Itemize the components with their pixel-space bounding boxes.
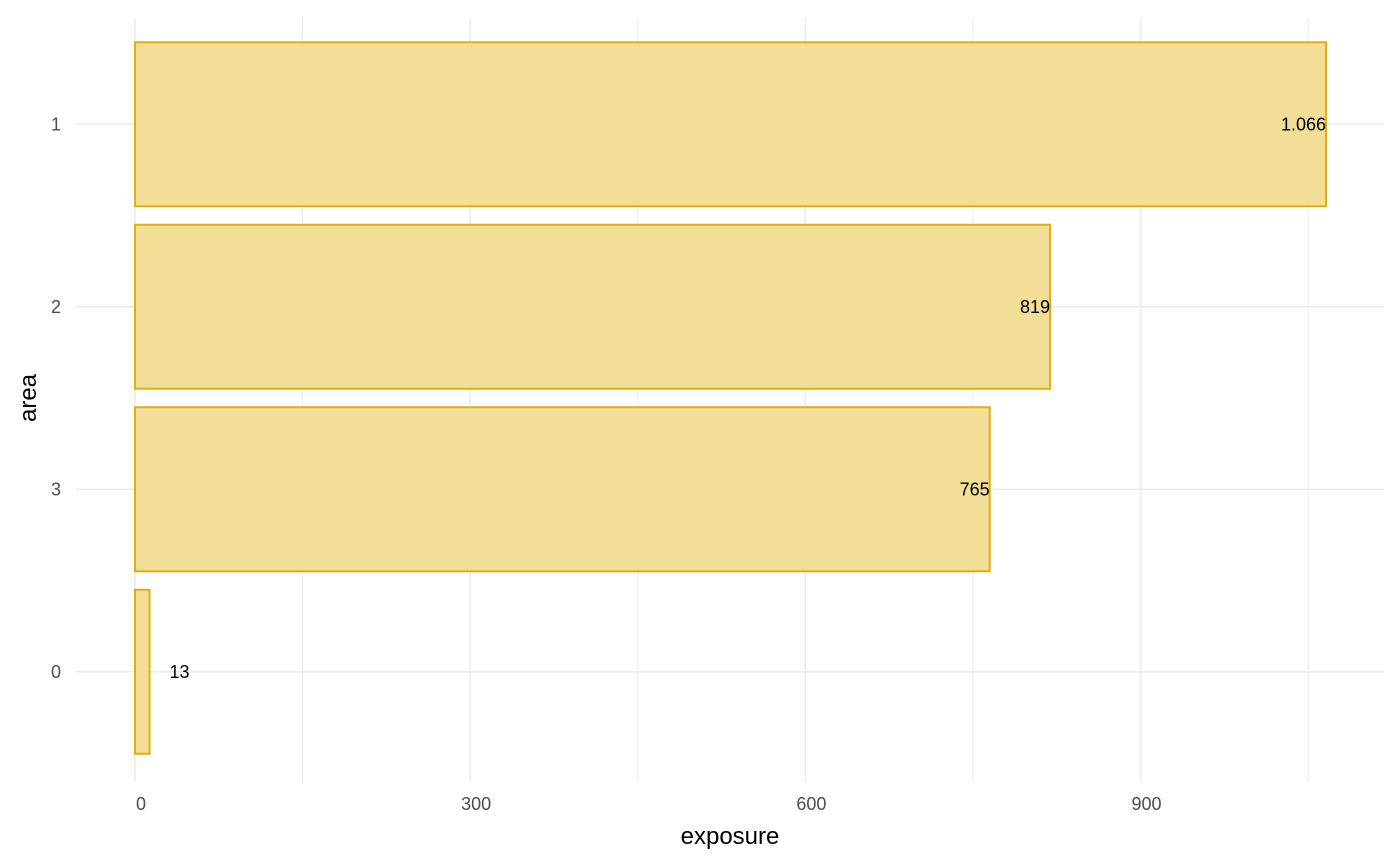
data-label-area-3: 765 xyxy=(960,479,990,499)
bar-area-0 xyxy=(134,588,151,755)
y-tick-label: 3 xyxy=(51,479,61,499)
bar-area-2 xyxy=(134,223,1052,390)
data-label-area-0: 13 xyxy=(170,662,190,682)
bar-area-3 xyxy=(134,406,991,573)
data-label-area-1: 1.066 xyxy=(1281,114,1326,134)
bar-area-1 xyxy=(134,41,1327,208)
bars xyxy=(134,41,1327,755)
x-tick-label: 600 xyxy=(796,794,826,814)
y-axis-title: area xyxy=(15,373,42,422)
y-tick-label: 0 xyxy=(51,662,61,682)
y-axis-ticks: 1 2 3 0 xyxy=(51,114,61,682)
y-tick-label: 2 xyxy=(51,297,61,317)
y-tick-label: 1 xyxy=(51,114,61,134)
x-axis-ticks: 0 300 600 900 xyxy=(136,794,1162,814)
x-tick-label: 900 xyxy=(1132,794,1162,814)
data-labels: 1.066 819 765 13 xyxy=(170,114,1326,682)
data-label-area-2: 819 xyxy=(1020,297,1050,317)
x-axis-title: exposure xyxy=(681,823,780,850)
x-tick-label: 0 xyxy=(136,794,146,814)
x-tick-label: 300 xyxy=(461,794,491,814)
